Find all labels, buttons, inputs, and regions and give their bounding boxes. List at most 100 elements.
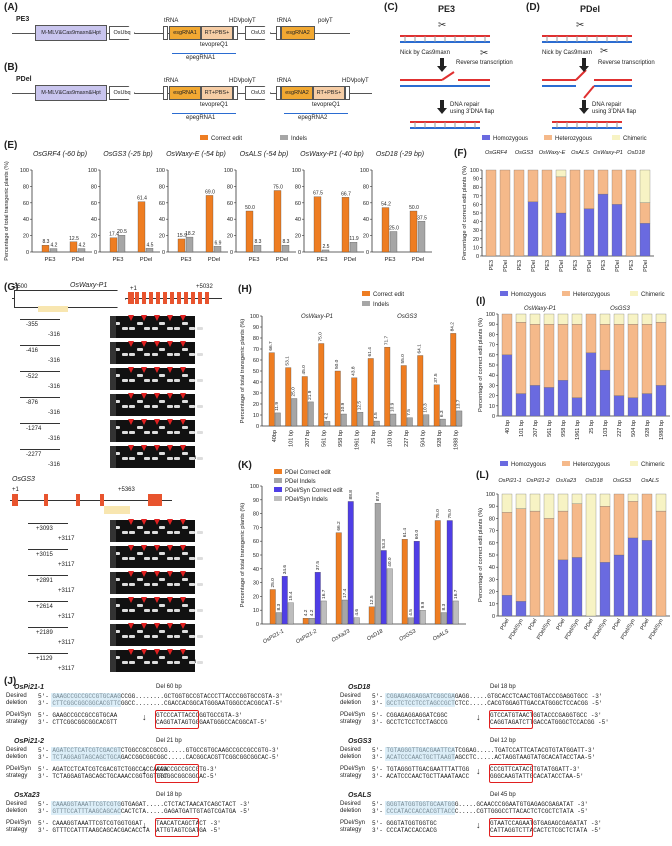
group-title: OsWaxy-E	[539, 150, 566, 156]
y-tick-label: 80	[253, 512, 259, 518]
data-label: 4.6	[354, 609, 360, 616]
pe3-nick-text: Nick by Cas9maxn	[400, 50, 450, 56]
y-tick-label: 90	[489, 322, 495, 328]
legend-k-syn-correct-swatch	[274, 487, 282, 492]
y-tick-label: 40	[23, 217, 29, 223]
bar-chimeric	[529, 493, 541, 512]
waxy-exon	[198, 292, 202, 304]
x-tick-label: PE3	[181, 257, 192, 263]
data-label: 4.2	[309, 609, 315, 616]
data-label: 37.5	[433, 373, 439, 383]
data-label: 54.2	[381, 202, 391, 208]
gel-ladder	[110, 342, 116, 364]
pdel-esgrna2: esgRNA2	[281, 86, 313, 100]
y-tick-label: 60	[91, 201, 97, 207]
gel-positive-arrow	[167, 445, 173, 451]
bar-heterozygous	[627, 501, 639, 539]
pdel-epeg2-label: epegRNA2	[298, 115, 328, 121]
x-tick-label: PDel	[612, 618, 623, 631]
gel-band	[114, 630, 120, 633]
y-tick-label: 40	[91, 217, 97, 223]
gel-band	[121, 353, 128, 356]
waxy-exon	[135, 292, 139, 304]
gel-band	[196, 531, 203, 534]
gs3-gel-image	[110, 598, 203, 620]
bar-homozygous	[599, 562, 611, 617]
pdel-trna2-block	[276, 86, 281, 100]
bar-correct	[313, 196, 322, 253]
gel-band	[166, 379, 173, 382]
data-label: 11.9	[349, 236, 359, 242]
data-label: 50.0	[245, 205, 255, 211]
y-tick-label: 10	[253, 413, 259, 419]
gel-band	[144, 661, 150, 664]
x-tick-label: PDel	[500, 618, 511, 631]
seq-strategy-top-right: GTCCATGTAACTGGTACCCGAGGTGCC -3'	[490, 712, 602, 719]
seq-desired-label: Desired deletion	[6, 693, 28, 706]
bar-indels	[456, 410, 463, 427]
x-tick-label: PDel	[615, 260, 621, 272]
panel-label-k: (K)	[238, 460, 252, 471]
bar-pdel-indels	[341, 599, 348, 625]
gel-band	[136, 526, 143, 529]
pdel-tevo2-label: tevopreQ1	[312, 102, 341, 108]
pdel-rt-text: Reverse transcription	[598, 60, 655, 66]
legend-e-correct-label: Correct edit	[211, 136, 242, 142]
gs3-exon	[12, 494, 18, 506]
y-tick-label: 100	[470, 168, 479, 174]
x-tick-label: PE3	[573, 260, 579, 270]
gel-positive-arrow	[180, 315, 186, 321]
y-tick-label: 70	[489, 343, 495, 349]
gel-band	[121, 405, 128, 408]
waxy-del-coord-a: -416	[26, 348, 39, 354]
gel-positive-arrow	[154, 393, 160, 399]
group-title: OsWaxy-P1	[301, 314, 333, 320]
seq-strategy-bottom-right: CATTAGGTCTTACACTCTCGCTCTATA -5'	[490, 827, 602, 834]
y-tick-label: 30	[489, 577, 495, 583]
waxy-gel-image	[110, 420, 203, 442]
bar-indels	[145, 248, 154, 253]
legend-l-homo-swatch	[500, 461, 508, 466]
gs3-del-range-line	[28, 575, 68, 576]
gel-positive-arrow	[141, 519, 147, 525]
data-label: 69.0	[205, 189, 215, 195]
legend-f-chimeric-swatch	[612, 135, 620, 140]
gel-band	[174, 557, 180, 560]
gs3-del-range-line	[28, 549, 68, 550]
gel-band	[189, 327, 195, 330]
data-label: 18.2	[185, 231, 195, 237]
sequence-panel-j: OsPi21-1 Del 60 bp Desired deletion 5'- GAA…	[0, 680, 672, 846]
gel-band	[136, 322, 143, 325]
data-label: 37.5	[417, 215, 427, 221]
chart-f: Homozygous Heterozygous Chimeric OsGRF4 OsGS…	[462, 135, 654, 272]
gel-positive-arrow	[128, 341, 134, 347]
x-tick-label: 928 bp	[437, 430, 443, 447]
y-tick-label: 40	[253, 567, 259, 573]
gel-band	[129, 661, 135, 664]
gel-band	[114, 400, 120, 403]
seq-gene-title: OsGS3	[348, 738, 372, 745]
waxy-del-range-line	[20, 371, 60, 372]
bar-indels	[117, 235, 126, 253]
gel-positive-arrow	[167, 367, 173, 373]
bar-chimeric	[529, 313, 541, 325]
gel-band	[129, 379, 135, 382]
x-tick-label: PDel	[208, 257, 221, 263]
y-tick-label: 20	[227, 234, 233, 240]
data-label: 10.3	[423, 403, 429, 413]
pdel-epeg1-label: epegRNA1	[186, 115, 216, 121]
data-label: 75.0	[273, 185, 283, 191]
gel-positive-arrow	[154, 649, 160, 655]
seq-protospacer-highlight	[385, 801, 455, 815]
gel-positive-arrow	[128, 315, 134, 321]
x-tick-label: OsXa23	[331, 628, 352, 644]
gel-band	[151, 457, 158, 460]
bar-heterozygous	[627, 324, 639, 398]
pdel-polyt1-label: polyT	[241, 78, 256, 84]
waxy-del-coord-b: -316	[48, 384, 61, 390]
bar-chimeric	[613, 313, 625, 325]
y-axis-label: Percentage of correct edit plants (%)	[462, 166, 468, 260]
bar-heterozygous	[613, 324, 625, 396]
panel-label-l: (L)	[476, 470, 489, 481]
pe3-tevo-label: tevopreQ1	[200, 42, 229, 48]
